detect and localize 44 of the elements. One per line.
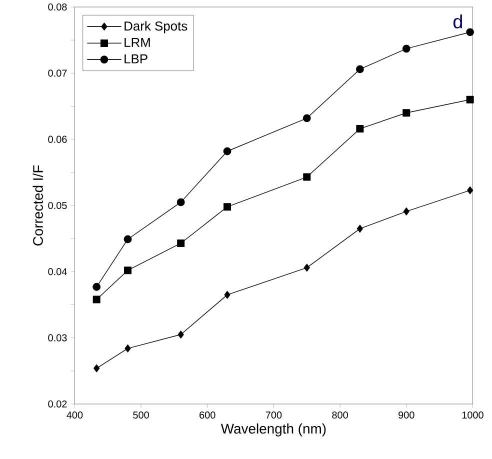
- point: [402, 109, 410, 117]
- legend-label: Dark Spots: [124, 21, 188, 34]
- x-tick-label: 800: [332, 412, 348, 419]
- point: [403, 208, 410, 216]
- point: [466, 28, 474, 36]
- y-tick-label: 0.03: [48, 334, 67, 342]
- x-tick-label: 500: [133, 412, 149, 419]
- point: [356, 224, 363, 233]
- y-axis-title: Corrected I/F: [32, 165, 43, 246]
- y-tick-label: 0.04: [48, 268, 67, 276]
- point: [124, 344, 131, 352]
- point: [92, 296, 100, 304]
- x-axis-title: Wavelength (nm): [220, 423, 326, 436]
- point: [94, 364, 100, 372]
- point: [303, 173, 311, 181]
- y-tick-label: 0.05: [48, 202, 67, 210]
- x-tick-label: 700: [266, 412, 282, 419]
- point: [356, 65, 364, 74]
- point: [124, 235, 132, 244]
- point: [224, 290, 230, 299]
- point: [466, 96, 474, 104]
- x-tick-label: 400: [66, 412, 83, 419]
- y-tick-label: 0.07: [48, 70, 67, 77]
- y-tick-label: 0.08: [48, 3, 67, 11]
- point: [304, 264, 310, 272]
- point: [178, 330, 184, 338]
- point: [356, 125, 364, 132]
- x-tick-label: 900: [398, 412, 414, 419]
- y-tick-label: 0.02: [48, 400, 67, 408]
- point: [223, 147, 232, 156]
- point: [467, 186, 474, 194]
- point: [176, 198, 185, 206]
- point: [177, 239, 185, 247]
- x-tick-label: 1000: [462, 412, 484, 419]
- point: [124, 266, 132, 274]
- x-tick-label: 600: [200, 412, 216, 419]
- annotation: d: [453, 14, 462, 28]
- legend-label: LBP: [124, 54, 148, 64]
- point: [92, 282, 101, 291]
- legend-label: LRM: [124, 38, 150, 47]
- point: [302, 114, 311, 122]
- y-tick-label: 0.06: [48, 136, 67, 143]
- point: [402, 44, 410, 53]
- point: [224, 203, 232, 211]
